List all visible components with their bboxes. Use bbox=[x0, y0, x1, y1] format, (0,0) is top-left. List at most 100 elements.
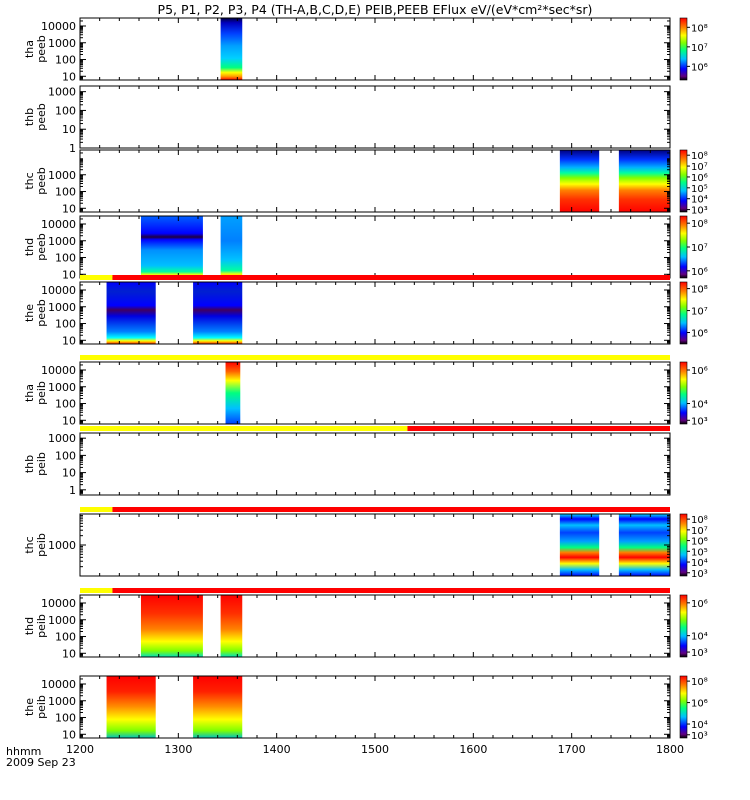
time-axis-label: hhmm bbox=[6, 745, 42, 758]
y-tick-label: 100 bbox=[55, 318, 76, 331]
colorbar bbox=[679, 215, 688, 279]
colorbar-tick-label: 10³ bbox=[691, 416, 708, 427]
panel-label: thbpeib bbox=[23, 452, 48, 476]
panel-label-line: thd bbox=[23, 617, 36, 635]
spectrogram-block bbox=[193, 676, 243, 738]
spectrogram-block bbox=[220, 216, 243, 278]
colorbar bbox=[679, 675, 688, 739]
spectrogram-block bbox=[220, 595, 243, 657]
y-tick-label: 10 bbox=[62, 70, 76, 83]
y-tick-label: 1000 bbox=[48, 432, 76, 445]
panel-thb-peib: 1000 100 10 1 thbpeib bbox=[23, 426, 671, 497]
plot-frame bbox=[79, 17, 671, 81]
colorbar-tick-label: 10⁶ bbox=[691, 173, 708, 184]
y-tick-label: 1000 bbox=[48, 381, 76, 394]
y-tick-label: 10000 bbox=[41, 284, 76, 297]
colorbar-tick-label: 10⁶ bbox=[691, 699, 708, 710]
panel-label-line: thc bbox=[23, 536, 36, 553]
panel-thb-peeb: 1000 100 10 1 thbpeeb bbox=[23, 85, 671, 155]
spectrogram-block bbox=[618, 514, 670, 576]
x-tick-label: 1800 bbox=[656, 743, 684, 756]
colorbar-tick-label: 10⁵ bbox=[691, 547, 708, 558]
x-tick-label: 1300 bbox=[164, 743, 192, 756]
colorbar-tick-label: 10⁶ bbox=[691, 537, 708, 548]
colorbar bbox=[679, 149, 688, 213]
y-tick-label: 1000 bbox=[48, 301, 76, 314]
y-tick-label: 10000 bbox=[41, 20, 76, 33]
colorbar-tick-label: 10⁶ bbox=[691, 366, 708, 377]
panel-label-line: peib bbox=[35, 381, 48, 405]
plot-frame bbox=[79, 432, 671, 496]
status-bar-segment bbox=[80, 588, 113, 593]
colorbar bbox=[679, 361, 688, 425]
spectrogram-block bbox=[618, 150, 670, 212]
colorbar-tick-label: 10⁴ bbox=[691, 720, 708, 731]
spectrogram-block bbox=[106, 282, 156, 344]
colorbar bbox=[679, 513, 688, 577]
y-tick-label: 10 bbox=[62, 268, 76, 281]
colorbar-tick-label: 10³ bbox=[691, 648, 708, 659]
panel-label: thapeeb bbox=[23, 35, 48, 63]
panel-label: thepeeb bbox=[23, 299, 48, 327]
status-bar-segment bbox=[112, 275, 670, 280]
y-tick-label: 10000 bbox=[41, 364, 76, 377]
panel-label: thcpeeb bbox=[23, 167, 48, 195]
x-tick-label: 1200 bbox=[66, 743, 94, 756]
panel-label: thdpeeb bbox=[23, 233, 48, 261]
colorbar-tick-label: 10⁷ bbox=[691, 243, 708, 254]
y-tick-label: 1000 bbox=[48, 169, 76, 182]
plot-frame bbox=[79, 85, 671, 149]
y-tick-label: 1000 bbox=[48, 37, 76, 50]
colorbar-tick-label: 10⁵ bbox=[691, 184, 708, 195]
colorbar-tick-label: 10³ bbox=[691, 731, 708, 742]
spectrogram-block bbox=[220, 18, 243, 80]
y-tick-label: 1000 bbox=[48, 235, 76, 248]
y-tick-label: 10 bbox=[62, 728, 76, 741]
panel-thd-peeb: 10000 1000 100 10 thdpeeb 10⁸ 10⁷ 10⁶ bbox=[23, 215, 708, 281]
panel-label-line: peeb bbox=[35, 35, 48, 63]
colorbar-tick-label: 10³ bbox=[691, 206, 708, 217]
spectrogram-block bbox=[140, 595, 203, 657]
x-tick-label: 1700 bbox=[558, 743, 586, 756]
y-tick-label: 100 bbox=[55, 398, 76, 411]
panel-label-line: peib bbox=[35, 533, 48, 557]
y-tick-label: 100 bbox=[55, 252, 76, 265]
panel-tha-peib: 10000 1000 100 10 thapeib 10⁶ 10⁴ 10³ bbox=[23, 355, 708, 427]
y-tick-label: 1000 bbox=[48, 695, 76, 708]
panel-label-line: the bbox=[23, 698, 36, 716]
colorbar-tick-label: 10⁴ bbox=[691, 195, 708, 206]
panel-label: thdpeib bbox=[23, 614, 48, 638]
panel-label-line: the bbox=[23, 304, 36, 322]
colorbar-tick-label: 10⁸ bbox=[691, 219, 708, 230]
colorbar-tick-label: 10⁷ bbox=[691, 43, 708, 54]
panel-label: thbpeeb bbox=[23, 103, 48, 131]
y-tick-label: 10000 bbox=[41, 597, 76, 610]
colorbar-tick-label: 10⁷ bbox=[691, 162, 708, 173]
colorbar-tick-label: 10⁴ bbox=[691, 400, 708, 411]
colorbar-tick-label: 10⁸ bbox=[691, 151, 708, 162]
spectrogram-block bbox=[140, 216, 203, 278]
status-bar-segment bbox=[112, 507, 670, 512]
panel-label-line: peib bbox=[35, 614, 48, 638]
y-tick-label: 100 bbox=[55, 54, 76, 67]
colorbar-tick-label: 10⁶ bbox=[691, 62, 708, 73]
y-tick-label: 1000 bbox=[48, 86, 76, 99]
panel-label-line: peib bbox=[35, 695, 48, 719]
status-bar-segment bbox=[407, 426, 670, 431]
status-bar-segment bbox=[112, 588, 670, 593]
panel-thd-peib: 10000 1000 100 10 thdpeib 10⁶ 10⁴ 10³ bbox=[23, 588, 708, 660]
y-tick-label: 1000 bbox=[48, 614, 76, 627]
colorbar-tick-label: 10⁶ bbox=[691, 329, 708, 340]
plot-frame bbox=[79, 361, 671, 425]
colorbar-tick-label: 10⁶ bbox=[691, 267, 708, 278]
y-tick-label: 100 bbox=[55, 631, 76, 644]
x-tick-label: 1500 bbox=[361, 743, 389, 756]
colorbar-tick-label: 10⁴ bbox=[691, 632, 708, 643]
panel-label-line: tha bbox=[23, 40, 36, 58]
panel-label-line: peeb bbox=[35, 299, 48, 327]
panel-the-peeb: 10000 1000 100 10 thepeeb 10⁸ 10⁷ 10⁶ bbox=[23, 275, 708, 347]
colorbar-tick-label: 10⁸ bbox=[691, 285, 708, 296]
